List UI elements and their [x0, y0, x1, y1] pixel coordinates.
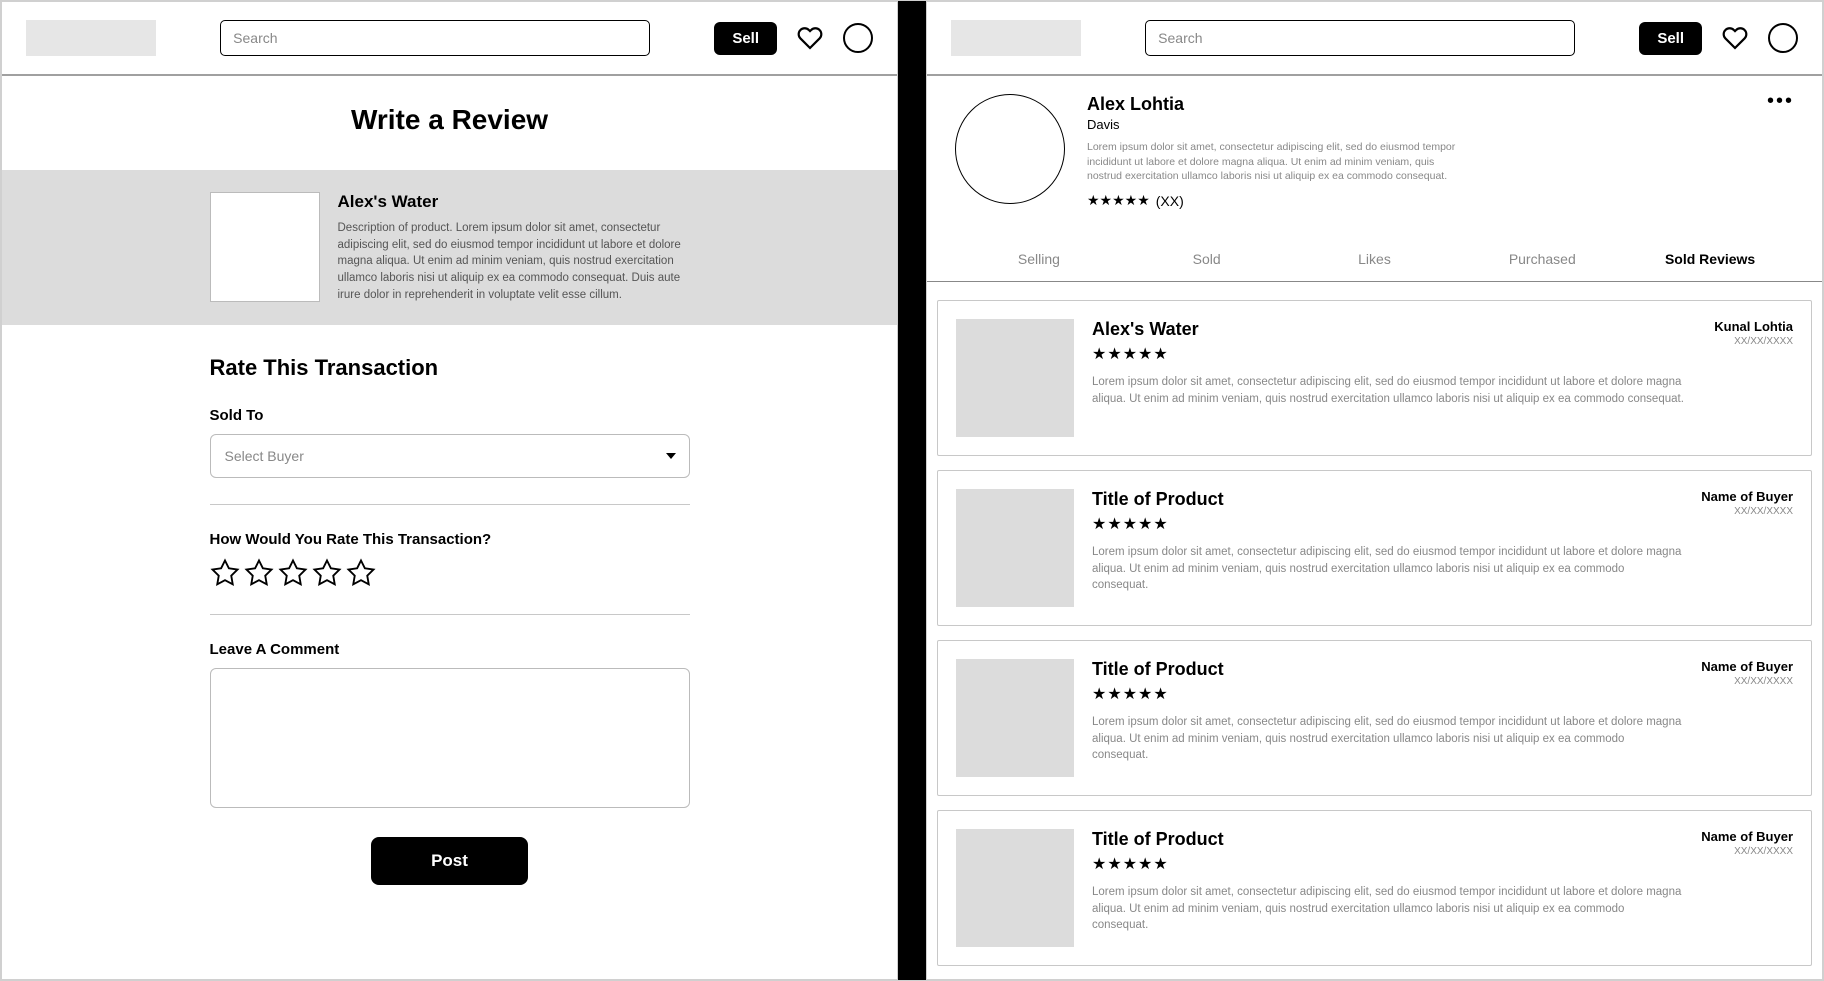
tab-selling[interactable]: Selling [955, 237, 1123, 281]
review-date: XX/XX/XXXX [1701, 846, 1793, 857]
review-buyer: Name of Buyer [1701, 829, 1793, 844]
stars-filled-icon: ★★★★★ [1092, 344, 1696, 364]
avatar[interactable] [1768, 23, 1798, 53]
heart-icon[interactable] [1722, 25, 1748, 51]
review-date: XX/XX/XXXX [1701, 506, 1793, 517]
star-icon[interactable] [210, 558, 240, 588]
tab-likes[interactable]: Likes [1291, 237, 1459, 281]
review-text: Lorem ipsum dolor sit amet, consectetur … [1092, 714, 1683, 764]
profile-reviews-screen: Sell ••• Alex Lohtia Davis Lorem ipsum d… [926, 1, 1823, 980]
tab-sold[interactable]: Sold [1123, 237, 1291, 281]
write-review-screen: Sell Write a Review Alex's Water Descrip… [1, 1, 898, 980]
stars-filled-icon: ★★★★★ [1092, 854, 1683, 874]
profile-tabs: SellingSoldLikesPurchasedSold Reviews [927, 237, 1822, 282]
comment-input[interactable] [210, 668, 690, 808]
buyer-select[interactable]: Select Buyer [210, 434, 690, 478]
review-text: Lorem ipsum dolor sit amet, consectetur … [1092, 884, 1683, 934]
profile-rating: ★★★★★ (XX) [1087, 192, 1467, 209]
review-product-image [956, 489, 1074, 607]
star-icon[interactable] [346, 558, 376, 588]
search-wrap [1101, 20, 1619, 56]
stars-filled-icon: ★★★★★ [1092, 514, 1683, 534]
post-button[interactable]: Post [371, 837, 528, 885]
review-text: Lorem ipsum dolor sit amet, consectetur … [1092, 544, 1683, 594]
divider [210, 614, 690, 615]
profile-bio: Lorem ipsum dolor sit amet, consectetur … [1087, 140, 1467, 184]
review-card: Title of Product ★★★★★ Lorem ipsum dolor s… [937, 640, 1812, 796]
sold-to-label: Sold To [210, 407, 690, 424]
review-buyer: Name of Buyer [1701, 489, 1793, 504]
stars-filled-icon: ★★★★★ [1092, 684, 1683, 704]
heart-icon[interactable] [797, 25, 823, 51]
more-icon[interactable]: ••• [1767, 90, 1794, 113]
profile-location: Davis [1087, 117, 1467, 132]
rating-stars [210, 558, 690, 588]
tab-sold-reviews[interactable]: Sold Reviews [1626, 237, 1794, 281]
page-title: Write a Review [2, 76, 897, 170]
search-wrap [176, 20, 694, 56]
review-title: Alex's Water [1092, 319, 1696, 340]
product-image [210, 192, 320, 302]
how-rate-label: How Would You Rate This Transaction? [210, 531, 690, 548]
review-card: Alex's Water ★★★★★ Lorem ipsum dolor sit a… [937, 300, 1812, 456]
rate-heading: Rate This Transaction [210, 355, 690, 381]
sell-button[interactable]: Sell [1639, 22, 1702, 55]
profile-picture [955, 94, 1065, 204]
screen-divider [898, 1, 926, 980]
review-product-image [956, 319, 1074, 437]
header: Sell [927, 2, 1822, 76]
product-description: Description of product. Lorem ipsum dolo… [338, 220, 690, 303]
review-buyer: Kunal Lohtia [1714, 319, 1793, 334]
review-product-image [956, 659, 1074, 777]
stars-filled-icon: ★★★★★ [1087, 192, 1150, 209]
header: Sell [2, 2, 897, 76]
tab-purchased[interactable]: Purchased [1458, 237, 1626, 281]
review-date: XX/XX/XXXX [1714, 336, 1793, 347]
sell-button[interactable]: Sell [714, 22, 777, 55]
star-icon[interactable] [278, 558, 308, 588]
logo-placeholder [26, 20, 156, 56]
profile-name: Alex Lohtia [1087, 94, 1467, 115]
star-icon[interactable] [312, 558, 342, 588]
product-band: Alex's Water Description of product. Lor… [2, 170, 897, 325]
profile-header: ••• Alex Lohtia Davis Lorem ipsum dolor … [927, 76, 1822, 219]
review-text: Lorem ipsum dolor sit amet, consectetur … [1092, 374, 1696, 407]
review-product-image [956, 829, 1074, 947]
review-card: Title of Product ★★★★★ Lorem ipsum dolor s… [937, 470, 1812, 626]
review-title: Title of Product [1092, 659, 1683, 680]
review-title: Title of Product [1092, 829, 1683, 850]
divider [210, 504, 690, 505]
avatar[interactable] [843, 23, 873, 53]
star-icon[interactable] [244, 558, 274, 588]
comment-label: Leave A Comment [210, 641, 690, 658]
search-input[interactable] [220, 20, 650, 56]
reviews-list: Alex's Water ★★★★★ Lorem ipsum dolor sit a… [927, 282, 1822, 979]
review-card: Title of Product ★★★★★ Lorem ipsum dolor s… [937, 810, 1812, 966]
review-buyer: Name of Buyer [1701, 659, 1793, 674]
logo-placeholder [951, 20, 1081, 56]
search-input[interactable] [1145, 20, 1575, 56]
rate-form: Rate This Transaction Sold To Select Buy… [2, 325, 897, 915]
product-title: Alex's Water [338, 192, 690, 212]
rating-count: (XX) [1156, 193, 1184, 209]
review-title: Title of Product [1092, 489, 1683, 510]
review-date: XX/XX/XXXX [1701, 676, 1793, 687]
